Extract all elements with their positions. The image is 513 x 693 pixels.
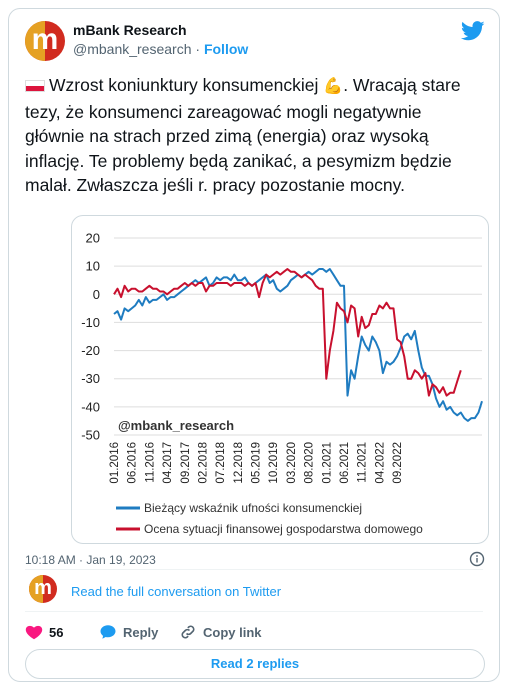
poland-flag-icon: [25, 80, 45, 92]
tweet-card: m mBank Research @mbank_research · Follo…: [8, 8, 500, 682]
dot-separator: ·: [195, 41, 201, 57]
like-count: 56: [49, 624, 64, 640]
conversation-row[interactable]: m Read the full conversation on Twitter: [29, 575, 429, 605]
avatar-shape: [25, 21, 45, 61]
x-tick-label: 12.2018: [233, 442, 245, 484]
x-tick-label: 08.2020: [304, 442, 316, 484]
tweet-text-part1: Wzrost koniunktury konsumenckiej: [49, 75, 319, 95]
x-tick-label: 06.2021: [339, 442, 351, 484]
x-tick-label: 07.2018: [215, 442, 227, 484]
y-tick-label: -10: [81, 315, 100, 330]
twitter-bird-icon[interactable]: [461, 21, 485, 41]
divider: [25, 569, 483, 570]
avatar-logo: m: [31, 23, 59, 56]
avatar-small-shape: [29, 575, 43, 603]
divider: [25, 611, 483, 612]
x-tick-label: 11.2016: [144, 442, 156, 483]
legend-label: Ocena sytuacji finansowej gospodarstwa d…: [144, 522, 423, 536]
watermark-label: @mbank_research: [118, 418, 234, 433]
x-tick-label: 05.2019: [251, 442, 263, 484]
x-tick-label: 01.2021: [321, 442, 333, 484]
x-tick-label: 11.2021: [357, 442, 369, 483]
x-tick-label: 06.2016: [127, 442, 139, 484]
x-tick-label: 09.2017: [180, 442, 192, 484]
reply-label: Reply: [123, 624, 159, 640]
read-replies-button[interactable]: Read 2 replies: [25, 649, 485, 679]
y-tick-label: 20: [86, 231, 100, 246]
tweet-text: Wzrost koniunktury konsumenckiej 💪. Wrac…: [25, 73, 485, 198]
x-tick-label: 10.2019: [268, 442, 280, 484]
x-tick-label: 01.2016: [109, 442, 121, 484]
heart-icon: [25, 625, 43, 640]
read-conversation-link[interactable]: Read the full conversation on Twitter: [71, 584, 282, 599]
y-tick-label: 0: [93, 287, 100, 302]
x-tick-label: 09.2022: [392, 442, 404, 484]
tweet-timestamp[interactable]: 10:18 AM · Jan 19, 2023: [25, 553, 156, 567]
reply-button[interactable]: Reply: [99, 621, 158, 643]
y-tick-label: -20: [81, 343, 100, 358]
x-tick-label: 03.2020: [286, 442, 298, 484]
x-tick-label: 04.2022: [374, 442, 386, 484]
y-tick-label: 10: [86, 259, 100, 274]
info-icon[interactable]: [469, 551, 485, 567]
link-icon: [181, 625, 195, 639]
speech-bubble-icon: [100, 625, 116, 639]
avatar-small-logo: m: [34, 577, 52, 599]
y-tick-label: -30: [81, 371, 100, 386]
chart-image[interactable]: 20 10 0 -10 -20 -30 -40 -50 01.2016 06.2016 11.201…: [71, 215, 489, 544]
y-tick-label: -40: [81, 399, 100, 414]
tweet-header: m mBank Research @mbank_research · Follo…: [25, 19, 485, 67]
legend-label: Bieżący wskaźnik ufności konsumenckiej: [144, 501, 362, 515]
flexed-biceps-icon: 💪: [323, 78, 344, 95]
avatar[interactable]: m: [25, 21, 65, 61]
avatar-small: m: [29, 575, 57, 603]
author-name[interactable]: mBank Research: [73, 22, 187, 38]
author-handle-line: @mbank_research · Follow: [73, 41, 248, 57]
like-button[interactable]: 56: [25, 621, 63, 643]
copy-link-label: Copy link: [203, 624, 262, 640]
tweet-text-part2: . Wracają stare tezy, że konsumenci zare…: [25, 75, 461, 195]
author-handle[interactable]: @mbank_research: [73, 41, 192, 57]
series-line: [113, 268, 462, 397]
x-tick-label: 02.2018: [197, 442, 209, 484]
line-chart: 20 10 0 -10 -20 -30 -40 -50 01.2016 06.2016 11.201…: [81, 231, 483, 536]
action-bar: 56 Reply Copy link: [25, 621, 485, 643]
follow-button[interactable]: Follow: [203, 41, 249, 57]
y-tick-label: -50: [81, 428, 100, 443]
copy-link-button[interactable]: Copy link: [179, 621, 262, 643]
x-tick-label: 04.2017: [162, 442, 174, 484]
